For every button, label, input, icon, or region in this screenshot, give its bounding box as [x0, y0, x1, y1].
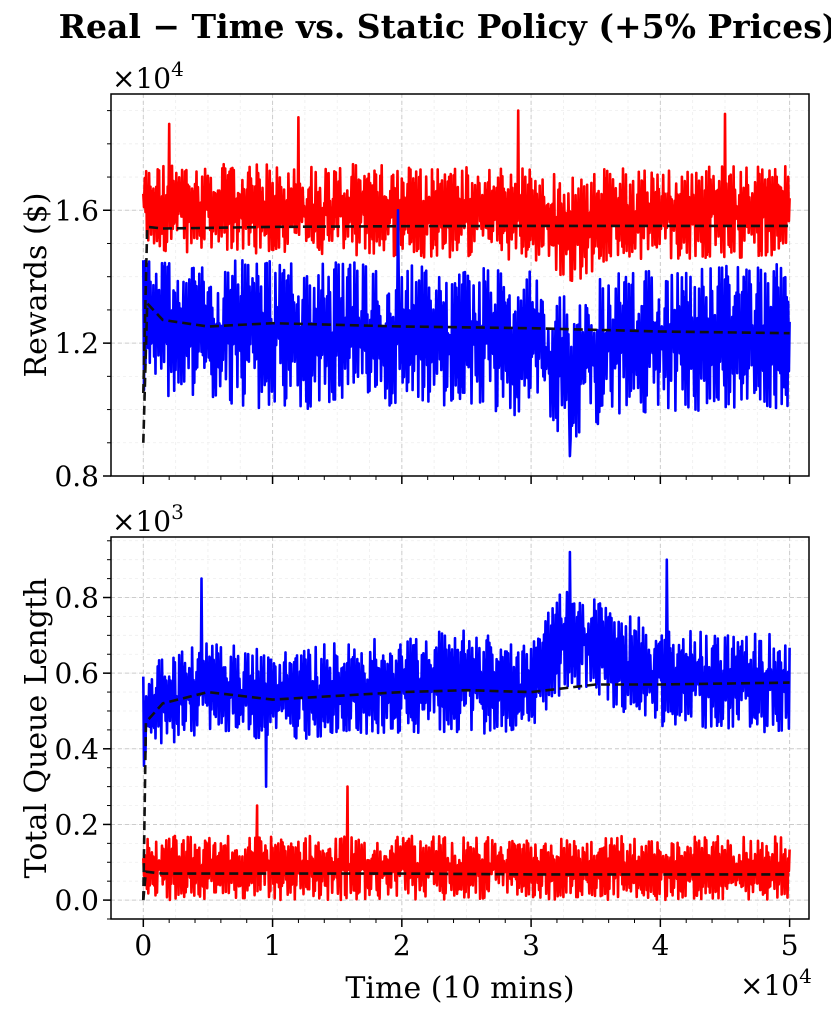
- y-tick-label: 1.2: [54, 327, 99, 360]
- series-line: [142, 209, 791, 458]
- queue-axes-frame: [110, 536, 810, 920]
- y-tick-label: 1.6: [54, 194, 99, 227]
- rewards-ticks: 0.8 1.2 1.6: [54, 110, 791, 493]
- chart-title: Real − Time vs. Static Policy (+5% Price…: [59, 7, 831, 46]
- x-tick-label: 0: [134, 929, 152, 962]
- x-tick-label: 1: [264, 929, 282, 962]
- y-tick-label: 0.0: [54, 884, 99, 917]
- mean-line: [142, 224, 790, 394]
- y-tick-label: 0.6: [54, 657, 99, 690]
- series-line: [142, 785, 791, 902]
- x-tick-label: 5: [781, 929, 799, 962]
- rewards-axes-frame: [110, 93, 810, 477]
- series-line: [142, 109, 791, 282]
- queue-y-multiplier: ×103: [112, 500, 184, 538]
- mean-line: [142, 870, 790, 901]
- queue-ticks: 0.0 0.2 0.4 0.6 0.8 0 1 2 3 4 5: [54, 540, 799, 962]
- x-tick-label: 3: [522, 929, 540, 962]
- rewards-y-multiplier: ×104: [112, 57, 184, 95]
- queue-y-axis-label: Total Queue Length: [19, 578, 54, 879]
- y-tick-label: 0.2: [54, 808, 99, 841]
- x-tick-label: 2: [393, 929, 411, 962]
- series-line: [142, 550, 791, 788]
- x-multiplier: ×104: [740, 964, 812, 1002]
- x-tick-label: 4: [651, 929, 669, 962]
- y-tick-label: 0.8: [54, 460, 99, 493]
- y-tick-label: 0.8: [54, 582, 99, 615]
- queue-series: [142, 550, 791, 902]
- mean-line: [142, 300, 790, 443]
- mean-line: [142, 681, 790, 901]
- rewards-panel: 0.8 1.2 1.6 ×104 Rewards ($): [19, 57, 810, 493]
- rewards-series: [142, 109, 791, 458]
- queue-panel: 0.0 0.2 0.4 0.6 0.8 0 1 2 3 4 5 ×103 Total Queue L…: [19, 500, 812, 1006]
- rewards-y-axis-label: Rewards ($): [19, 193, 54, 378]
- x-axis-label: Time (10 mins): [345, 971, 574, 1006]
- y-tick-label: 0.4: [54, 733, 99, 766]
